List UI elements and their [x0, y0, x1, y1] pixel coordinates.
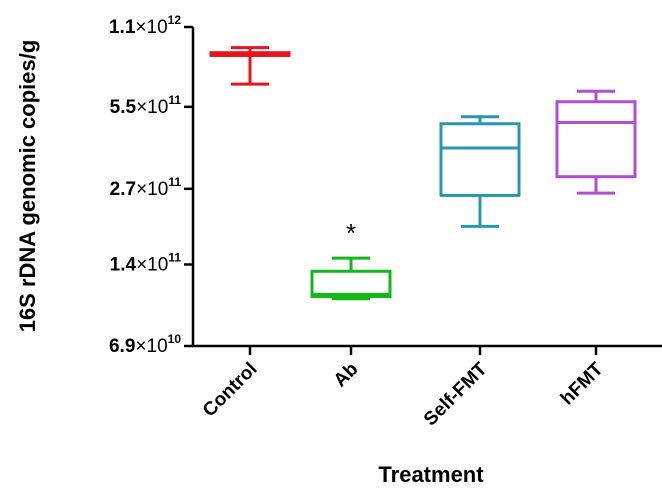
y-tick-mantissa: 5.5 [110, 97, 137, 118]
iqr-box [439, 122, 521, 197]
x-tick-label: Ab [330, 359, 363, 392]
y-tick-mantissa: 1.1 [109, 17, 136, 38]
y-tick-times-ten: ×10 [135, 17, 167, 38]
iqr-box [555, 100, 637, 179]
y-axis-title: 16S rDNA genomic copies/g [15, 40, 40, 333]
y-tick-mantissa: 1.4 [110, 254, 137, 275]
x-tick-label: hFMT [557, 358, 608, 409]
x-axis-title: Treatment [378, 462, 484, 487]
x-tick-label: Control [199, 359, 262, 422]
y-tick-times-ten: ×10 [136, 97, 168, 118]
annotations: * [346, 218, 356, 248]
iqr-box [310, 269, 392, 299]
y-tick-exponent: 11 [168, 93, 181, 107]
significance-asterisk: * [346, 218, 356, 248]
y-tick-label: 1.4×1011 [110, 250, 182, 275]
box-control [209, 46, 291, 86]
y-tick-exponent: 12 [168, 13, 182, 27]
x-axis-ticks: Control Ab Self-FMT hFMT [199, 346, 608, 430]
y-tick-label: 6.9×1010 [109, 332, 181, 357]
y-tick-label: 5.5×1011 [110, 93, 182, 118]
y-tick-exponent: 11 [168, 175, 181, 189]
y-tick-exponent: 11 [168, 250, 181, 264]
y-tick-label: 1.1×1012 [109, 13, 181, 38]
x-tick-label: Self-FMT [420, 358, 492, 430]
box-self-fmt [439, 115, 521, 228]
box-ab [310, 256, 392, 301]
y-tick-times-ten: ×10 [135, 336, 167, 357]
y-tick-exponent: 10 [168, 332, 182, 346]
box-hfmt [555, 89, 637, 195]
y-tick-times-ten: ×10 [136, 254, 168, 275]
y-tick-times-ten: ×10 [136, 179, 168, 200]
boxes [209, 46, 637, 301]
axes [191, 27, 662, 348]
y-tick-label: 2.7×1011 [110, 175, 182, 200]
y-tick-mantissa: 2.7 [110, 179, 136, 200]
y-tick-mantissa: 6.9 [109, 336, 135, 357]
